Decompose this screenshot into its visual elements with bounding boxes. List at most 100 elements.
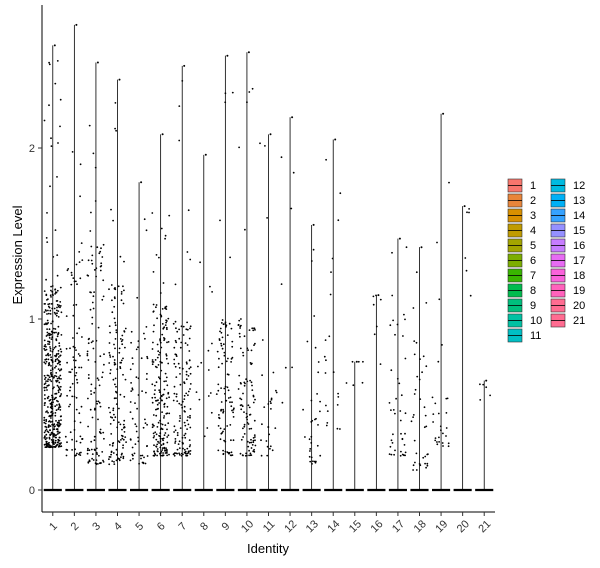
point-7 — [186, 419, 189, 422]
point-4 — [109, 369, 112, 371]
point-10 — [244, 228, 246, 231]
legend-label-17: 17 — [573, 255, 585, 267]
point-3 — [91, 301, 94, 304]
point-1 — [43, 419, 46, 422]
x-tick-label-21: 21 — [476, 518, 493, 535]
legend-item-15: 15 — [550, 223, 585, 238]
point-10 — [246, 101, 248, 104]
point-1 — [46, 397, 49, 399]
point-max-11 — [269, 133, 272, 136]
point-4 — [122, 444, 124, 447]
point-9 — [224, 392, 226, 395]
legend-label-2: 2 — [530, 195, 536, 207]
point-max-12 — [291, 116, 294, 119]
point-1 — [54, 313, 57, 315]
point-3 — [87, 342, 90, 345]
point-1 — [59, 98, 62, 101]
legend-item-21: 21 — [550, 313, 585, 328]
point-1 — [47, 298, 49, 300]
point-1 — [44, 422, 47, 425]
point-10 — [240, 408, 243, 411]
point-6 — [160, 315, 163, 318]
point-3 — [87, 425, 89, 428]
point-9 — [222, 449, 225, 452]
point-9 — [223, 387, 226, 390]
point-3 — [102, 295, 105, 298]
point-7 — [181, 441, 184, 444]
point-1 — [57, 325, 60, 328]
point-7 — [175, 327, 177, 330]
point-3 — [98, 401, 101, 404]
point-4 — [115, 390, 117, 393]
point-13 — [310, 435, 313, 438]
point-1 — [46, 313, 48, 315]
point-10 — [247, 423, 250, 425]
point-17 — [400, 450, 402, 453]
point-8 — [195, 391, 198, 393]
point-1 — [45, 278, 47, 281]
point-9 — [233, 407, 235, 410]
point-2 — [73, 280, 76, 283]
point-1 — [59, 415, 62, 418]
point-1 — [49, 346, 51, 348]
legend-item-4: 4 — [507, 223, 536, 238]
point-6 — [153, 324, 155, 327]
point-1 — [50, 405, 53, 408]
point-1 — [59, 125, 61, 128]
point-17 — [389, 445, 392, 448]
point-4 — [108, 463, 111, 466]
point-3 — [101, 451, 104, 453]
point-5 — [139, 454, 142, 457]
point-2 — [79, 195, 81, 198]
point-21 — [485, 386, 488, 389]
point-2 — [68, 371, 71, 373]
point-3 — [96, 402, 98, 405]
point-10 — [250, 349, 253, 352]
point-1 — [55, 353, 58, 355]
point-7 — [178, 453, 181, 456]
point-6 — [159, 440, 162, 443]
point-1 — [50, 296, 52, 298]
point-7 — [189, 372, 192, 375]
point-3 — [99, 265, 102, 268]
point-20 — [469, 294, 472, 297]
point-1 — [54, 288, 56, 291]
point-6 — [165, 380, 167, 382]
point-9 — [224, 92, 227, 95]
point-6 — [164, 307, 167, 309]
point-7 — [182, 325, 185, 328]
point-1 — [54, 441, 57, 444]
point-7 — [180, 404, 183, 406]
point-4 — [118, 347, 121, 350]
point-13 — [311, 463, 313, 465]
point-1 — [45, 380, 47, 382]
point-6 — [155, 438, 158, 441]
point-3 — [90, 383, 93, 386]
point-9 — [217, 425, 220, 427]
point-6 — [151, 383, 154, 386]
point-17 — [388, 402, 391, 404]
point-6 — [163, 406, 166, 408]
point-6 — [156, 443, 159, 446]
point-3 — [97, 400, 100, 403]
point-1 — [53, 435, 55, 438]
point-7 — [189, 426, 192, 429]
point-7 — [173, 358, 176, 361]
point-10 — [254, 444, 257, 447]
point-9 — [227, 397, 230, 399]
point-1 — [45, 386, 48, 389]
point-6 — [159, 360, 162, 363]
point-1 — [51, 336, 54, 339]
point-7 — [186, 447, 189, 450]
point-1 — [55, 436, 57, 439]
point-18 — [414, 388, 417, 391]
point-6 — [161, 323, 164, 325]
point-5 — [131, 417, 134, 420]
point-1 — [49, 402, 52, 405]
point-4 — [119, 423, 122, 426]
point-1 — [56, 377, 59, 380]
point-1 — [57, 408, 60, 411]
point-2 — [75, 280, 77, 283]
point-13 — [309, 450, 311, 452]
point-14 — [325, 404, 327, 407]
